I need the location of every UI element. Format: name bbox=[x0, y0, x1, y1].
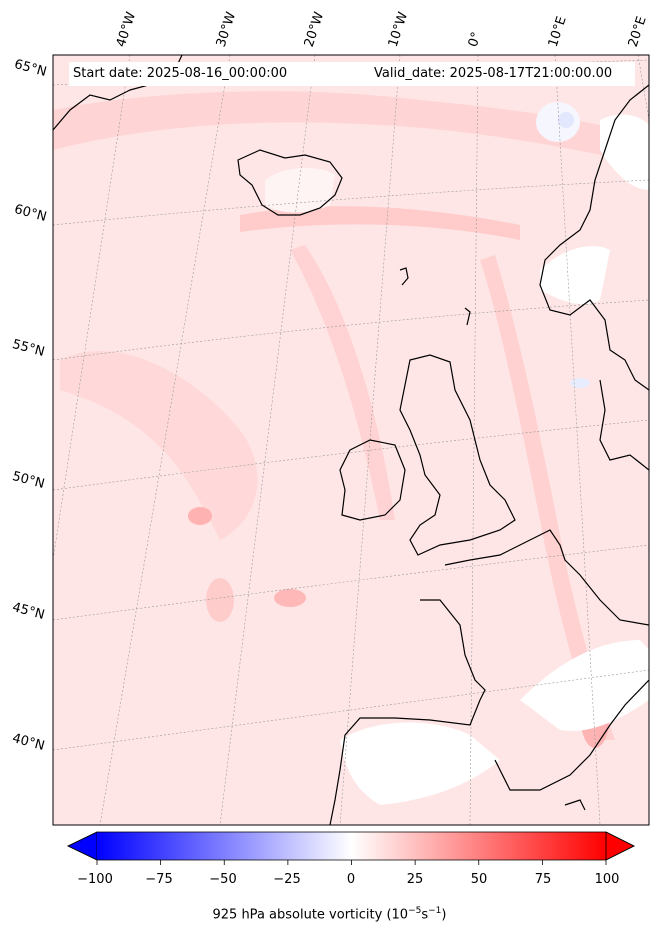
lon-gridlines bbox=[53, 55, 649, 825]
colorbar-title-mid: s bbox=[421, 907, 429, 923]
cbar-tick-label: −50 bbox=[209, 872, 237, 887]
colorbar-title-main: 925 hPa absolute vorticity (10 bbox=[212, 907, 409, 923]
cbar-tick-label: 0 bbox=[346, 872, 356, 887]
cbar-tick-label: −25 bbox=[273, 872, 301, 887]
colorbar-extend-min bbox=[67, 831, 98, 861]
colorbar-bar bbox=[97, 832, 606, 860]
cbar-tick-label: −100 bbox=[77, 872, 113, 887]
cbar-tick-label: 25 bbox=[406, 872, 424, 887]
cbar-tick-label: 75 bbox=[534, 872, 552, 887]
colorbar-extend-max bbox=[605, 831, 635, 861]
map-frame bbox=[52, 54, 650, 826]
vorticity-field bbox=[53, 55, 649, 825]
colorbar-title-exp2: −1 bbox=[428, 906, 442, 916]
colorbar-title-exp1: −5 bbox=[408, 906, 422, 916]
colorbar-title: 925 hPa absolute vorticity (10−5s−1) bbox=[0, 906, 659, 922]
header-band bbox=[69, 62, 635, 86]
start-date-label: Start date: 2025-08-16_00:00:00 bbox=[73, 66, 288, 81]
cbar-tick-label: 100 bbox=[594, 872, 620, 887]
colorbar bbox=[67, 831, 635, 865]
valid-date-label: Valid_date: 2025-08-17T21:00:00.00 bbox=[374, 66, 613, 81]
cbar-tick-label: 50 bbox=[470, 872, 488, 887]
colorbar-title-end: ) bbox=[441, 907, 447, 923]
cbar-tick-label: −75 bbox=[145, 872, 173, 887]
coastlines bbox=[53, 55, 649, 825]
